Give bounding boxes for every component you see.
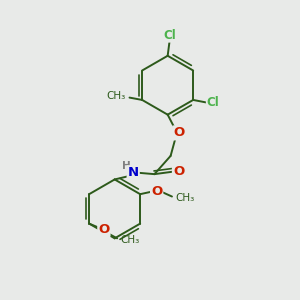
Text: CH₃: CH₃ xyxy=(175,193,194,203)
Text: N: N xyxy=(128,166,139,179)
Text: O: O xyxy=(173,126,184,140)
Text: CH₃: CH₃ xyxy=(107,91,126,101)
Text: O: O xyxy=(151,185,162,198)
Text: O: O xyxy=(98,223,110,236)
Text: Cl: Cl xyxy=(207,96,220,110)
Text: O: O xyxy=(173,165,184,178)
Text: Cl: Cl xyxy=(164,29,176,42)
Text: CH₃: CH₃ xyxy=(120,235,139,244)
Text: H: H xyxy=(122,161,131,171)
